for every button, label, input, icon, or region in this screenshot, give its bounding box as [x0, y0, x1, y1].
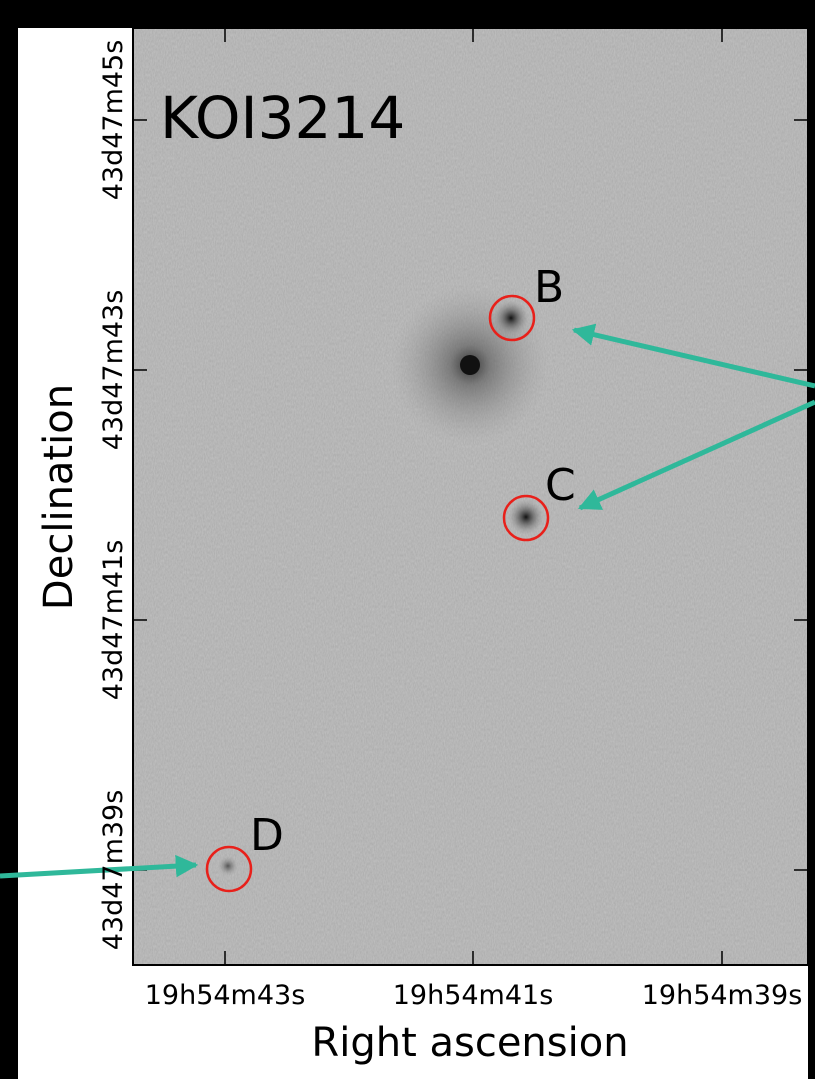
y-tick-label: 43d47m45s — [98, 40, 129, 201]
arrow-d — [0, 854, 199, 879]
left-band — [0, 0, 18, 1079]
star-d — [218, 856, 238, 876]
circle-c — [502, 494, 550, 542]
star-c — [508, 499, 544, 535]
arrows — [0, 323, 815, 879]
arrow-c — [577, 399, 815, 511]
primary-star — [460, 355, 480, 375]
x-tick-label: 19h54m41s — [393, 980, 554, 1011]
arrow-b — [571, 323, 815, 389]
y-tick-label: 43d47m41s — [98, 540, 129, 701]
source-label: D — [250, 810, 284, 861]
star-b — [493, 300, 529, 336]
right-band — [808, 0, 815, 1079]
y-axis-label: Declination — [36, 384, 82, 610]
axes-frame — [132, 27, 809, 966]
image-noise — [133, 28, 808, 965]
title: KOI3214 — [160, 84, 405, 152]
y-tick-label: 43d47m43s — [98, 290, 129, 451]
source-label: B — [534, 262, 564, 313]
circle-d — [205, 845, 253, 893]
x-axis-label: Right ascension — [311, 1020, 628, 1066]
x-tick-label: 19h54m43s — [145, 980, 306, 1011]
source-label: C — [545, 460, 576, 511]
x-tick-label: 19h54m39s — [642, 980, 803, 1011]
top-band — [0, 0, 815, 28]
y-tick-label: 43d47m39s — [98, 790, 129, 951]
circle-b — [488, 294, 536, 342]
